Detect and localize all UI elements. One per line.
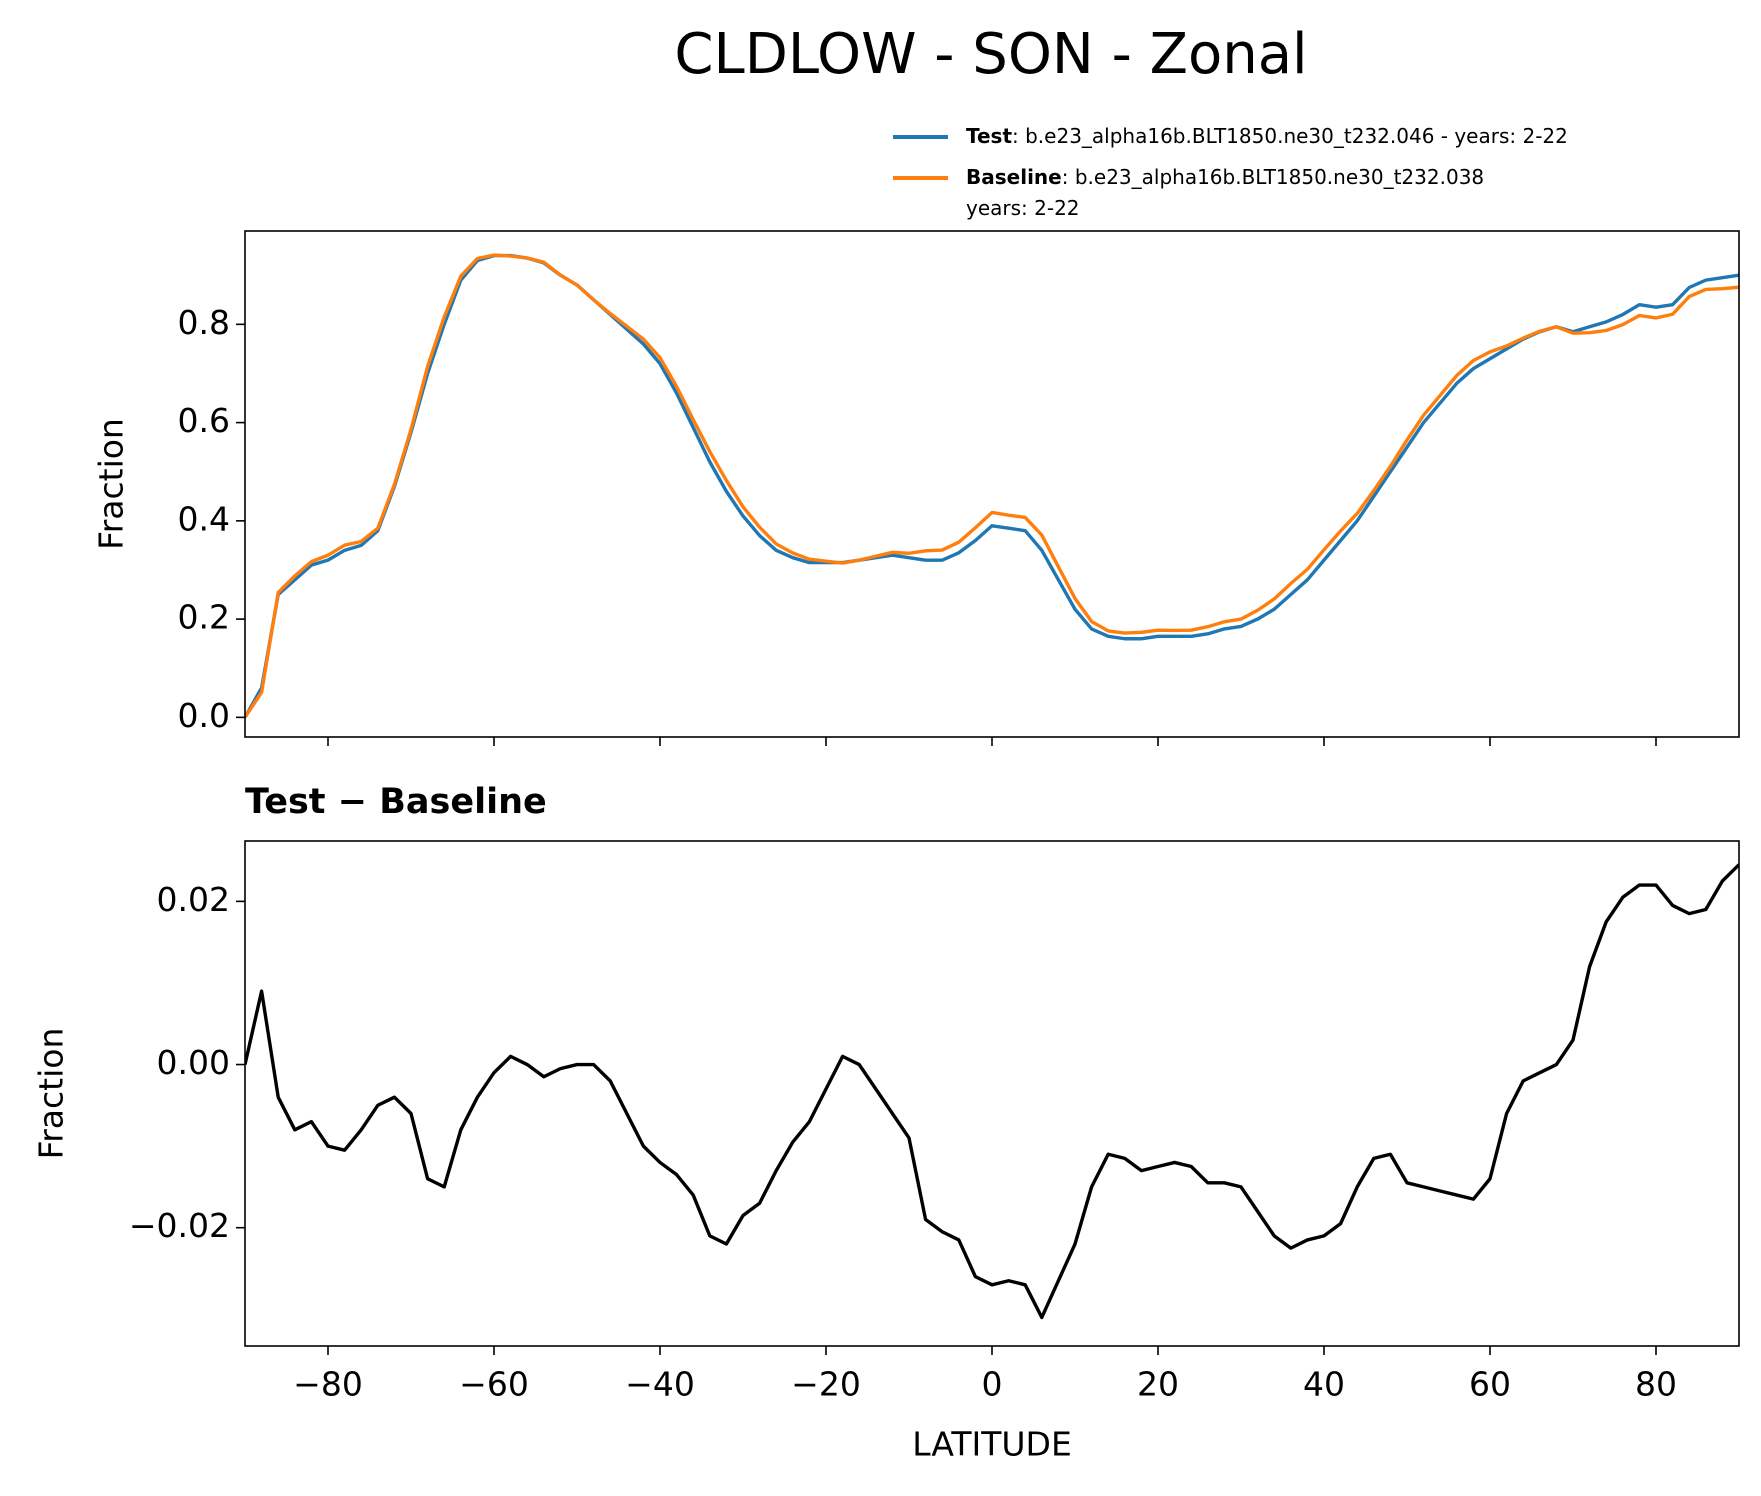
legend-name: Baseline — [966, 165, 1062, 189]
x-tick-label: −40 — [625, 1365, 695, 1404]
legend-text: years: 2-22 — [966, 196, 1080, 220]
y-axis-label: Fraction — [92, 418, 131, 550]
x-tick-label: −80 — [293, 1365, 363, 1404]
y-tick-label: 0.8 — [178, 303, 230, 342]
legend-label: Test: b.e23_alpha16b.BLT1850.ne30_t232.0… — [966, 124, 1568, 148]
axes-title: Test − Baseline — [245, 782, 547, 822]
x-tick-label: 20 — [1137, 1365, 1179, 1404]
legend-label: years: 2-22 — [966, 196, 1080, 220]
y-tick-label: 0.4 — [178, 499, 230, 538]
y-tick-label: 0.00 — [157, 1043, 230, 1082]
y-tick-label: 0.2 — [178, 598, 230, 637]
y-tick-label: −0.02 — [129, 1206, 230, 1245]
x-tick-label: 60 — [1469, 1365, 1511, 1404]
x-axis-label: LATITUDE — [912, 1425, 1072, 1464]
series-line — [245, 253, 1739, 719]
x-tick-label: −20 — [791, 1365, 861, 1404]
axes-frame — [244, 840, 1740, 1347]
series-line — [245, 863, 1739, 1320]
x-tick-label: 80 — [1635, 1365, 1677, 1404]
y-tick-label: 0.02 — [157, 880, 230, 919]
x-tick-label: 0 — [982, 1365, 1003, 1404]
y-tick-label: 0.6 — [178, 401, 230, 440]
legend-text: : b.e23_alpha16b.BLT1850.ne30_t232.038 — [1062, 165, 1484, 189]
figure-title: CLDLOW - SON - Zonal — [674, 22, 1307, 87]
legend-label: Baseline: b.e23_alpha16b.BLT1850.ne30_t2… — [966, 165, 1484, 189]
y-axis-label: Fraction — [32, 1028, 71, 1160]
x-tick-label: 40 — [1303, 1365, 1345, 1404]
axes-frame — [244, 230, 1740, 738]
legend-name: Test — [966, 124, 1012, 148]
legend-text: : b.e23_alpha16b.BLT1850.ne30_t232.046 -… — [1012, 124, 1568, 148]
y-tick-label: 0.0 — [178, 696, 230, 735]
x-tick-label: −60 — [459, 1365, 529, 1404]
